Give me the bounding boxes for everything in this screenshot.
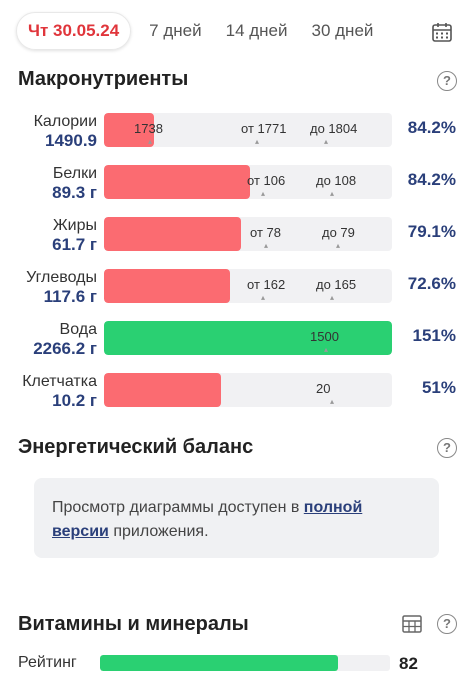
target-tick-icon: ▴: [261, 189, 266, 198]
macro-progress-bar: 1738 ▴ от 1771 ▴ до 1804 ▴: [104, 113, 392, 147]
target-tick-icon: ▴: [255, 137, 260, 146]
calendar-icon[interactable]: [431, 21, 453, 43]
macro-target-marker: 20: [316, 381, 331, 396]
date-range-tabs: Чт 30.05.24 7 дней 14 дней 30 дней: [16, 12, 457, 50]
target-tick-icon: ▴: [330, 293, 335, 302]
macro-row: Калории 1490.9 1738 ▴ от 1771 ▴ до 1804 ▴ 84.2%: [0, 111, 473, 155]
full-version-link[interactable]: полной версии: [52, 499, 363, 540]
rating-bar: [100, 655, 390, 671]
macro-progress-bar: 1500 ▴: [104, 321, 392, 355]
macro-progress-bar: от 162 ▴ до 165 ▴: [104, 269, 392, 303]
macros-help-icon[interactable]: ?: [437, 71, 457, 91]
info-text-after: приложения.: [108, 523, 209, 540]
macro-percent: 151%: [412, 326, 456, 345]
macro-target-marker: от 1771: [241, 121, 287, 136]
macro-name: Калории: [33, 113, 97, 130]
target-tick-icon: ▴: [264, 241, 269, 250]
target-tick-icon: ▴: [148, 137, 153, 146]
tab-today[interactable]: Чт 30.05.24: [16, 12, 132, 50]
rating-label: Рейтинг: [18, 654, 77, 671]
macro-name: Вода: [59, 321, 97, 338]
macro-value: 10.2 г: [52, 391, 97, 410]
macro-name: Жиры: [52, 217, 97, 234]
rating-value: 82: [399, 654, 418, 673]
macro-row: Вода 2266.2 г 1500 ▴ 151%: [0, 319, 473, 363]
macro-progress-bar: от 78 ▴ до 79 ▴: [104, 217, 392, 251]
macro-value: 1490.9: [45, 131, 97, 150]
macro-percent: 79.1%: [407, 222, 456, 241]
macro-row: Углеводы 117.6 г от 162 ▴ до 165 ▴ 72.6%: [0, 267, 473, 311]
macros-title: Макронутриенты: [18, 68, 189, 90]
macro-target-marker: 1738: [134, 121, 163, 136]
macro-value: 2266.2 г: [33, 339, 97, 358]
target-tick-icon: ▴: [261, 293, 266, 302]
macro-value: 89.3 г: [52, 183, 97, 202]
macro-progress-fill: [104, 373, 221, 407]
macro-progress-bar: от 106 ▴ до 108 ▴: [104, 165, 392, 199]
vitamins-title: Витамины и минералы: [18, 613, 249, 635]
macro-percent: 84.2%: [407, 170, 456, 189]
energy-help-icon[interactable]: ?: [437, 438, 457, 458]
macro-percent: 72.6%: [407, 274, 456, 293]
macro-target-marker: от 106: [247, 173, 286, 188]
info-text-before: Просмотр диаграммы доступен в: [52, 499, 304, 516]
macro-target-marker: от 78: [250, 225, 281, 240]
macro-value: 61.7 г: [52, 235, 97, 254]
energy-info-box: Просмотр диаграммы доступен в полной вер…: [34, 478, 439, 558]
tab-7-days[interactable]: 7 дней: [149, 21, 202, 40]
table-icon[interactable]: [402, 615, 422, 633]
macro-target-marker: до 1804: [310, 121, 358, 136]
rating-bar-fill: [100, 655, 338, 671]
macro-target-marker: до 79: [322, 225, 355, 240]
macro-progress-bar: 20 ▴: [104, 373, 392, 407]
macro-target-marker: 1500: [310, 329, 339, 344]
macro-progress-fill: [104, 269, 230, 303]
target-tick-icon: ▴: [324, 345, 329, 354]
macro-name: Клетчатка: [22, 373, 97, 390]
target-tick-icon: ▴: [330, 189, 335, 198]
macro-row: Белки 89.3 г от 106 ▴ до 108 ▴ 84.2%: [0, 163, 473, 207]
target-tick-icon: ▴: [324, 137, 329, 146]
macro-name: Белки: [52, 165, 97, 182]
macro-target-marker: от 162: [247, 277, 286, 292]
macro-percent: 51%: [421, 378, 456, 397]
macro-row: Клетчатка 10.2 г 20 ▴ 51%: [0, 371, 473, 415]
tab-14-days[interactable]: 14 дней: [225, 21, 288, 40]
macro-name: Углеводы: [26, 269, 97, 286]
macro-value: 117.6 г: [43, 287, 97, 306]
target-tick-icon: ▴: [330, 397, 335, 406]
macro-target-marker: до 165: [316, 277, 357, 292]
vitamins-help-icon[interactable]: ?: [437, 614, 457, 634]
target-tick-icon: ▴: [336, 241, 341, 250]
macro-progress-fill: [104, 321, 392, 355]
macro-progress-fill: [104, 217, 241, 251]
macro-target-marker: до 108: [316, 173, 357, 188]
macro-percent: 84.2%: [407, 118, 456, 137]
tab-30-days[interactable]: 30 дней: [311, 21, 374, 40]
macro-progress-fill: [104, 113, 154, 147]
macro-row: Жиры 61.7 г от 78 ▴ до 79 ▴ 79.1%: [0, 215, 473, 259]
macro-progress-fill: [104, 165, 250, 199]
energy-title: Энергетический баланс: [18, 436, 254, 458]
